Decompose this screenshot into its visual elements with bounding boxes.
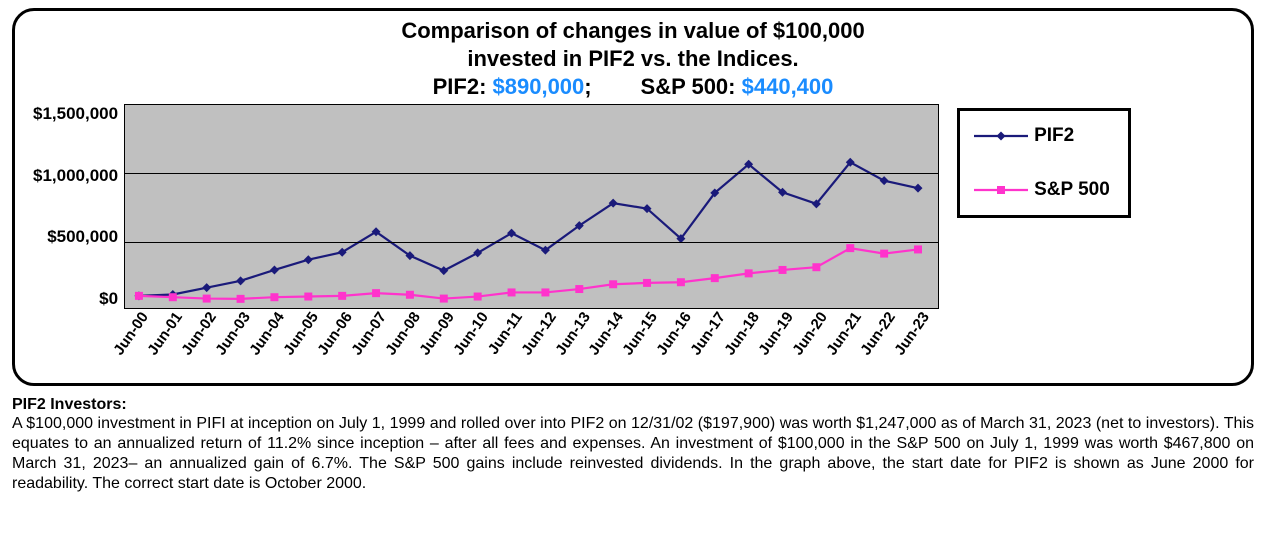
y-tick-label: $500,000	[47, 227, 118, 247]
chart-title-line-2: invested in PIF2 vs. the Indices.	[33, 45, 1233, 73]
series-line-s&p-500	[139, 248, 918, 299]
series-marker-s&p-500	[304, 293, 312, 301]
subtitle-value-sp500: $440,400	[742, 74, 834, 99]
x-tick-label: Jun-06	[314, 309, 356, 358]
series-marker-pif2	[439, 266, 448, 275]
x-tick-label: Jun-12	[518, 309, 560, 358]
series-marker-s&p-500	[203, 295, 211, 303]
x-axis: Jun-00Jun-01Jun-02Jun-03Jun-04Jun-05Jun-…	[124, 309, 939, 379]
series-marker-s&p-500	[575, 285, 583, 293]
footnote-heading: PIF2 Investors:	[12, 396, 1254, 414]
series-svg	[125, 105, 938, 309]
series-marker-s&p-500	[609, 280, 617, 288]
series-marker-s&p-500	[880, 250, 888, 258]
series-marker-pif2	[236, 276, 245, 285]
chart-subtitle: PIF2: $890,000; S&P 500: $440,400	[33, 74, 1233, 100]
series-marker-pif2	[507, 229, 516, 238]
x-tick-label: Jun-05	[280, 309, 322, 358]
series-marker-pif2	[304, 255, 313, 264]
chart-body: $1,500,000$1,000,000$500,000$0 Jun-00Jun…	[33, 104, 1233, 379]
footnote-body: A $100,000 investment in PIFI at incepti…	[12, 414, 1254, 494]
series-marker-s&p-500	[338, 292, 346, 300]
x-tick-label: Jun-09	[416, 309, 458, 358]
footnote: PIF2 Investors: A $100,000 investment in…	[12, 396, 1254, 494]
series-marker-s&p-500	[440, 295, 448, 303]
x-tick-label: Jun-04	[246, 309, 288, 358]
legend-label: S&P 500	[1034, 179, 1110, 201]
series-marker-s&p-500	[643, 279, 651, 287]
axis-and-plot: $1,500,000$1,000,000$500,000$0 Jun-00Jun…	[33, 104, 939, 379]
x-tick-label: Jun-23	[891, 309, 933, 358]
subtitle-suffix-pif2: ;	[584, 74, 591, 99]
chart-title-line-1: Comparison of changes in value of $100,0…	[33, 17, 1233, 45]
series-marker-s&p-500	[542, 288, 550, 296]
y-tick-label: $1,000,000	[33, 166, 118, 186]
x-tick-label: Jun-22	[857, 309, 899, 358]
series-marker-s&p-500	[745, 269, 753, 277]
x-tick-label: Jun-03	[212, 309, 254, 358]
x-tick-label: Jun-00	[110, 309, 152, 358]
legend-item-pif2: PIF2	[974, 125, 1110, 147]
series-marker-pif2	[270, 265, 279, 274]
x-tick-label: Jun-15	[620, 309, 662, 358]
x-tick-label: Jun-10	[450, 309, 492, 358]
series-line-pif2	[139, 162, 918, 296]
y-tick-label: $1,500,000	[33, 104, 118, 124]
series-marker-s&p-500	[135, 292, 143, 300]
x-tick-label: Jun-11	[484, 309, 525, 358]
subtitle-label-sp500: S&P 500:	[641, 74, 742, 99]
x-tick-label: Jun-14	[586, 309, 628, 358]
x-tick-label: Jun-17	[688, 309, 730, 358]
series-marker-s&p-500	[406, 291, 414, 299]
plot-wrap: Jun-00Jun-01Jun-02Jun-03Jun-04Jun-05Jun-…	[124, 104, 939, 379]
series-marker-s&p-500	[677, 278, 685, 286]
y-axis: $1,500,000 $1,000,000 $500,000 $0	[33, 104, 124, 309]
x-tick-label: Jun-16	[654, 309, 696, 358]
x-tick-label: Jun-08	[382, 309, 424, 358]
x-tick-label: Jun-20	[789, 309, 831, 358]
series-marker-s&p-500	[812, 263, 820, 271]
plot-area	[124, 104, 939, 309]
legend-swatch	[974, 180, 1028, 200]
series-marker-s&p-500	[271, 293, 279, 301]
chart-titles: Comparison of changes in value of $100,0…	[33, 17, 1233, 100]
x-tick-label: Jun-18	[722, 309, 764, 358]
grid-line	[125, 173, 938, 174]
series-marker-s&p-500	[237, 295, 245, 303]
x-tick-label: Jun-13	[552, 309, 594, 358]
series-marker-s&p-500	[508, 288, 516, 296]
x-tick-label: Jun-21	[823, 309, 865, 358]
legend-item-s&p-500: S&P 500	[974, 179, 1110, 201]
series-marker-pif2	[914, 184, 923, 193]
series-marker-s&p-500	[372, 289, 380, 297]
series-marker-pif2	[880, 176, 889, 185]
x-tick-label: Jun-07	[348, 309, 390, 358]
legend-label: PIF2	[1034, 125, 1074, 147]
series-marker-s&p-500	[169, 293, 177, 301]
chart-frame: Comparison of changes in value of $100,0…	[12, 8, 1254, 386]
legend: PIF2 S&P 500	[957, 108, 1131, 218]
series-marker-s&p-500	[779, 266, 787, 274]
series-marker-s&p-500	[914, 245, 922, 253]
subtitle-value-pif2: $890,000	[493, 74, 585, 99]
x-tick-label: Jun-19	[756, 309, 798, 358]
legend-swatch	[974, 126, 1028, 146]
series-marker-s&p-500	[846, 244, 854, 252]
series-marker-s&p-500	[711, 274, 719, 282]
series-marker-pif2	[202, 283, 211, 292]
x-tick-label: Jun-02	[178, 309, 220, 358]
subtitle-gap	[592, 74, 641, 99]
grid-line	[125, 242, 938, 243]
y-tick-label: $0	[99, 289, 118, 309]
x-tick-label: Jun-01	[144, 309, 186, 358]
series-marker-pif2	[473, 248, 482, 257]
series-marker-s&p-500	[474, 293, 482, 301]
subtitle-label-pif2: PIF2:	[433, 74, 493, 99]
